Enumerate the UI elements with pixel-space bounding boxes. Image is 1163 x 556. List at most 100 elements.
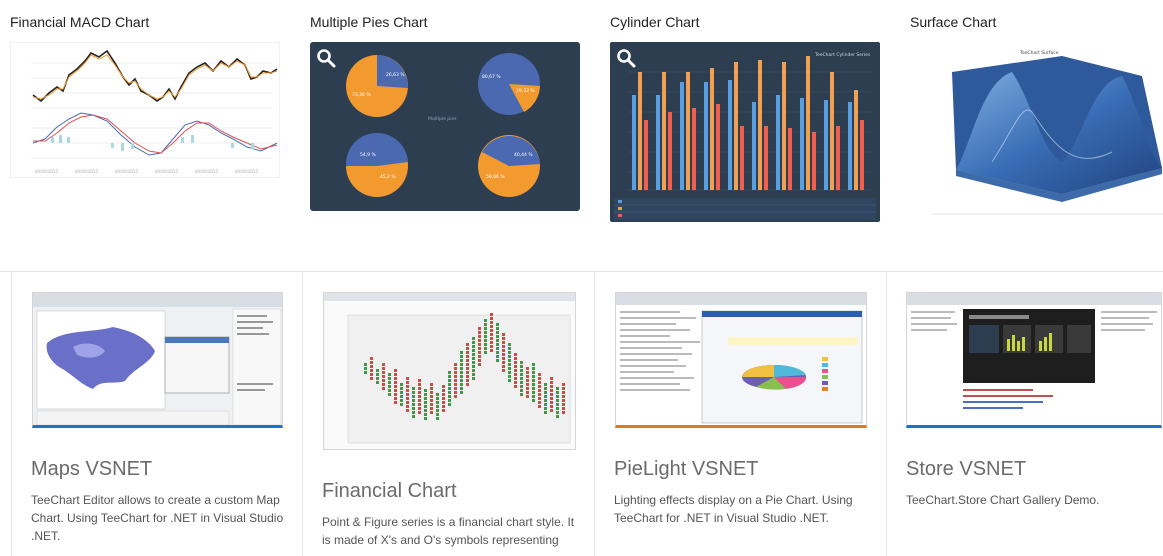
pf-mark [508,367,511,370]
pf-mark [508,351,511,354]
pf-mark [436,417,439,420]
pf-mark [472,357,475,360]
pf-mark [526,395,529,398]
pf-mark [382,367,385,370]
pf-mark [556,391,559,394]
card-desc-financial: Point & Figure series is a financial cha… [322,515,575,547]
pf-mark [544,411,547,414]
gallery-item-pies[interactable]: Multiple Pies Chart 26,63 % 73,36 % 80,6… [300,0,590,260]
pf-mark [424,397,427,400]
gallery-item-cylinder[interactable]: Cylinder Chart TeeChart Cylinder Series [600,0,890,260]
card-title-store[interactable]: Store VSNET [906,458,1027,480]
pf-mark [442,389,445,392]
pf-mark [466,371,469,374]
gallery-item-macd[interactable]: Financial MACD Chart 00/00/2015 00/00/201… [0,0,290,260]
card-store[interactable]: Store VSNET TeeChart.Store Chart Gallery… [886,272,1163,556]
cylinder-bar [644,120,648,190]
zoom-icon[interactable] [616,48,636,68]
store-screenshot[interactable] [906,292,1162,428]
card-title-financial[interactable]: Financial Chart [322,480,457,502]
pf-mark [496,355,499,358]
surface-thumbnail[interactable]: TeeChart Surface [932,42,1163,217]
card-title-pielight[interactable]: PieLight VSNET [614,458,759,480]
card-title-maps[interactable]: Maps VSNET [31,458,153,480]
pf-mark [406,377,409,380]
pie-label: 19,33 % [516,88,535,94]
pf-mark [502,333,505,336]
cylinder-thumbnail[interactable]: TeeChart Cylinder Series [610,42,880,222]
pf-mark [460,355,463,358]
pf-mark [520,385,523,388]
pf-mark [490,345,493,348]
point-figure-image [324,293,575,444]
pf-mark [556,411,559,414]
pie-label: 40,44 % [514,152,533,158]
pf-mark [526,387,529,390]
pf-mark [538,397,541,400]
pf-mark [484,335,487,338]
cylinder-bar [638,72,642,190]
card-maps[interactable]: Maps VSNET TeeChart Editor allows to cre… [11,272,303,556]
pie-label: 26,63 % [386,72,405,78]
pf-mark [562,395,565,398]
gallery-item-surface[interactable]: Surface Chart TeeChart Surface [900,0,1163,260]
pf-mark [376,373,379,376]
gallery-title-cylinder: Cylinder Chart [610,14,700,30]
pielight-screenshot[interactable] [615,292,867,428]
pf-mark [484,327,487,330]
svg-text:00/00/2015: 00/00/2015 [75,169,99,174]
pf-mark [562,391,565,394]
pies-chart-image: 26,63 % 73,36 % 80,67 % 19,33 % 54,9 % 4… [345,53,540,197]
cylinder-bar [860,120,864,190]
maps-editor-image [33,293,282,425]
pf-mark [520,365,523,368]
macd-thumbnail[interactable]: 00/00/2015 00/00/2015 00/00/2015 00/00/201… [10,42,280,178]
pf-mark [550,405,553,408]
pf-mark [544,391,547,394]
pf-mark [484,343,487,346]
pf-mark [370,373,373,376]
svg-text:00/00/2015: 00/00/2015 [35,169,59,174]
pf-mark [460,351,463,354]
pf-mark [418,387,421,390]
cylinder-bar [782,62,786,190]
pf-mark [460,379,463,382]
pf-mark [382,363,385,366]
pies-thumbnail[interactable]: 26,63 % 73,36 % 80,67 % 19,33 % 54,9 % 4… [310,42,580,211]
pf-mark [454,379,457,382]
pf-mark [418,383,421,386]
pf-mark [394,385,397,388]
pf-mark [550,397,553,400]
card-desc-pielight: Lighting effects display on a Pie Chart.… [614,493,853,525]
maps-screenshot[interactable] [32,292,283,428]
pf-mark [364,367,367,370]
pf-mark [430,391,433,394]
pf-mark [460,367,463,370]
pf-mark [544,387,547,390]
pf-mark [430,395,433,398]
cylinder-bar [830,72,834,190]
pf-mark [406,405,409,408]
pf-mark [532,391,535,394]
surface-chart-title: TeeChart Surface [1019,50,1059,56]
pf-mark [526,375,529,378]
pf-mark [424,405,427,408]
pf-mark [496,327,499,330]
card-financial[interactable]: Financial Chart Point & Figure series is… [302,272,594,556]
pf-mark [502,341,505,344]
pf-mark [376,381,379,384]
pf-mark [502,369,505,372]
pf-mark [466,367,469,370]
pf-mark [526,379,529,382]
pf-mark [430,383,433,386]
pf-mark [490,337,493,340]
zoom-icon[interactable] [316,48,336,68]
pf-mark [544,395,547,398]
pf-mark [478,355,481,358]
financial-screenshot[interactable] [323,292,576,450]
pf-mark [400,403,403,406]
pf-mark [412,411,415,414]
pf-mark [520,361,523,364]
pf-mark [394,381,397,384]
card-pielight[interactable]: PieLight VSNET Lighting effects display … [594,272,886,556]
